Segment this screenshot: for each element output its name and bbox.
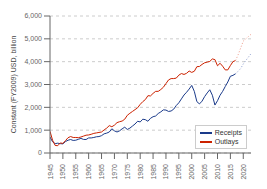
svg-text:1950: 1950 bbox=[59, 164, 66, 180]
svg-text:3,000: 3,000 bbox=[24, 81, 42, 88]
svg-text:1985: 1985 bbox=[150, 164, 157, 180]
svg-text:1960: 1960 bbox=[85, 164, 92, 180]
svg-text:1945: 1945 bbox=[47, 164, 54, 180]
svg-text:1,000: 1,000 bbox=[24, 127, 42, 134]
svg-text:1990: 1990 bbox=[162, 164, 169, 180]
svg-text:0: 0 bbox=[38, 149, 42, 156]
svg-text:2010: 2010 bbox=[214, 164, 221, 180]
svg-text:2020: 2020 bbox=[240, 164, 247, 180]
svg-text:5,000: 5,000 bbox=[24, 35, 42, 42]
svg-text:Constant (FY2009) USD, billion: Constant (FY2009) USD, billion bbox=[10, 36, 18, 134]
svg-text:1995: 1995 bbox=[175, 164, 182, 180]
svg-text:1955: 1955 bbox=[72, 164, 79, 180]
svg-text:2,000: 2,000 bbox=[24, 104, 42, 111]
svg-text:1970: 1970 bbox=[111, 164, 118, 180]
svg-text:1980: 1980 bbox=[137, 164, 144, 180]
html-text:Receipts: Receipts bbox=[214, 129, 242, 136]
svg-text:2015: 2015 bbox=[227, 164, 234, 180]
svg-text:2000: 2000 bbox=[188, 164, 195, 180]
svg-text:1965: 1965 bbox=[98, 164, 105, 180]
html-text:Outlays: Outlays bbox=[214, 138, 239, 145]
svg-text:4,000: 4,000 bbox=[24, 58, 42, 65]
svg-text:1975: 1975 bbox=[124, 164, 131, 180]
svg-text:2005: 2005 bbox=[201, 164, 208, 180]
svg-text:6,000: 6,000 bbox=[24, 12, 42, 19]
